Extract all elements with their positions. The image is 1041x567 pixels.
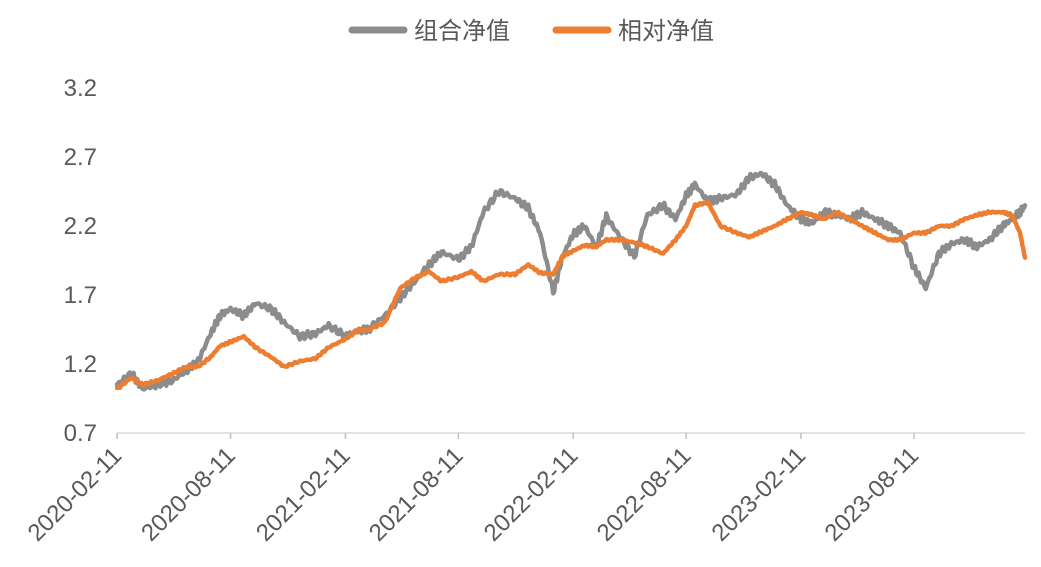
portfolio-nav-line <box>114 170 1028 392</box>
y-tick-label: 3.2 <box>64 75 97 102</box>
x-tick-label: 2021-02-11 <box>251 442 356 547</box>
x-axis: 2020-02-11 2020-08-11 2021-02-11 2021-08-11… <box>23 432 1025 547</box>
x-tick-label: 2022-02-11 <box>479 442 584 547</box>
legend-label-portfolio-nav: 组合净值 <box>414 17 510 45</box>
y-tick-label: 2.7 <box>64 144 97 171</box>
y-tick-label: 1.2 <box>64 351 97 378</box>
x-tick-label: 2023-08-11 <box>820 442 925 547</box>
x-tick-label: 2021-08-11 <box>364 442 469 547</box>
x-tick-label: 2022-08-11 <box>592 442 697 547</box>
y-tick-label: 2.2 <box>64 213 97 240</box>
legend: 组合净值 相对净值 <box>348 17 714 45</box>
y-tick-label: 0.7 <box>64 420 97 447</box>
plot-area <box>114 170 1028 392</box>
y-axis: 0.7 1.2 1.7 2.2 2.7 3.2 <box>64 75 97 447</box>
legend-item-portfolio-nav: 组合净值 <box>348 17 510 45</box>
relative-nav-line <box>114 200 1028 391</box>
x-tick-label: 2020-02-11 <box>23 442 128 547</box>
legend-item-relative-nav: 相对净值 <box>552 17 714 45</box>
legend-label-relative-nav: 相对净值 <box>618 17 714 45</box>
x-tick-label: 2023-02-11 <box>707 442 812 547</box>
y-tick-label: 1.7 <box>64 282 97 309</box>
x-tick-label: 2020-08-11 <box>136 442 241 547</box>
